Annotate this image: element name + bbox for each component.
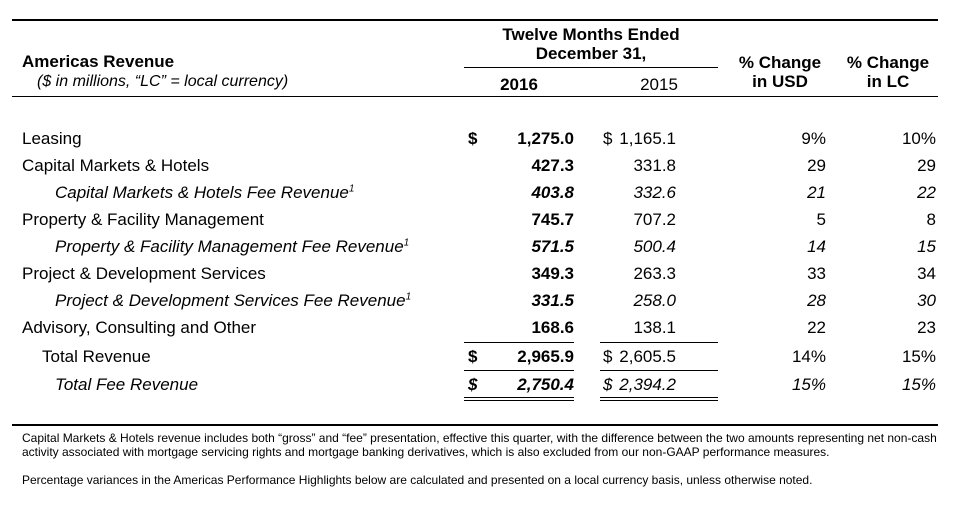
row-label-wrap: Property & Facility Management Fee Reven… xyxy=(55,238,409,255)
fee-total-rule-2015 xyxy=(600,370,718,371)
change-lc: 10% xyxy=(901,129,936,148)
value-2015: 2,394.2 xyxy=(619,375,676,394)
total-rule-2015 xyxy=(600,342,718,343)
change-lc: 23 xyxy=(917,318,936,337)
table-title: Americas Revenue xyxy=(22,52,175,71)
value-2016: 745.7 xyxy=(531,210,574,229)
value-2016: 1,275.0 xyxy=(517,129,574,148)
value-2015: 331.8 xyxy=(633,156,676,175)
value-2015: 1,165.1 xyxy=(619,129,676,148)
value-2016: 427.3 xyxy=(531,156,574,175)
value-2015: 332.6 xyxy=(633,183,676,202)
table-row-property-facility: Property & Facility Management 745.7 707… xyxy=(0,208,956,232)
footnote-marker: 1 xyxy=(403,237,410,249)
change-lc: 15% xyxy=(901,375,936,394)
change-usd: 14% xyxy=(791,347,826,366)
row-label: Property & Facility Management Fee Reven… xyxy=(55,237,404,256)
value-2016: 403.8 xyxy=(531,183,574,202)
top-rule xyxy=(12,19,938,21)
row-label: Capital Markets & Hotels xyxy=(22,156,210,175)
double-rule-2016-a xyxy=(464,397,574,398)
footnote-percentage-variances: Percentage variances in the Americas Per… xyxy=(22,473,813,487)
change-usd: 28 xyxy=(807,291,826,310)
table-subtitle: ($ in millions, “LC” = local currency) xyxy=(37,73,289,90)
row-label: Leasing xyxy=(22,129,82,148)
period-header-line2: December 31, xyxy=(535,44,647,63)
footnote-marker: 1 xyxy=(405,291,412,303)
row-label: Advisory, Consulting and Other xyxy=(22,318,257,337)
dollar-sign-2016: $ xyxy=(468,375,478,394)
col-header-lc-line1: % Change xyxy=(846,53,930,72)
dollar-sign-2015: $ xyxy=(603,375,613,394)
table-row-leasing: Leasing $ 1,275.0 $ 1,165.1 9% 10% xyxy=(0,127,956,151)
double-rule-2015-a xyxy=(600,397,718,398)
change-usd: 21 xyxy=(807,183,826,202)
change-lc: 15% xyxy=(901,347,936,366)
value-2015: 258.0 xyxy=(633,291,676,310)
col-header-usd-line2: in USD xyxy=(752,72,808,91)
value-2016: 331.5 xyxy=(531,291,574,310)
dollar-sign-2015: $ xyxy=(603,129,613,148)
change-lc: 29 xyxy=(917,156,936,175)
dollar-sign-2016: $ xyxy=(468,129,478,148)
value-2016: 571.5 xyxy=(531,237,574,256)
value-2015: 500.4 xyxy=(633,237,676,256)
total-rule-2016 xyxy=(464,342,574,343)
change-usd: 5 xyxy=(816,210,826,229)
row-label: Capital Markets & Hotels Fee Revenue xyxy=(55,183,349,202)
period-underline xyxy=(464,67,718,68)
change-usd: 33 xyxy=(807,264,826,283)
row-label: Project & Development Services Fee Reven… xyxy=(55,291,406,310)
change-usd: 9% xyxy=(801,129,826,148)
footnote-marker: 1 xyxy=(348,183,355,195)
table-row-advisory: Advisory, Consulting and Other 168.6 138… xyxy=(0,316,956,340)
bottom-rule xyxy=(12,424,938,426)
change-usd: 15% xyxy=(791,375,826,394)
footnote-capital-markets: Capital Markets & Hotels revenue include… xyxy=(22,431,937,459)
double-rule-2015-b xyxy=(600,400,718,401)
dollar-sign-2016: $ xyxy=(468,347,478,366)
col-header-2016: 2016 xyxy=(500,75,538,94)
table-row-total-fee-revenue: Total Fee Revenue $ 2,750.4 $ 2,394.2 15… xyxy=(0,373,956,397)
value-2015: 138.1 xyxy=(633,318,676,337)
table-row-total-revenue: Total Revenue $ 2,965.9 $ 2,605.5 14% 15… xyxy=(0,345,956,369)
row-label-wrap: Capital Markets & Hotels Fee Revenue1 xyxy=(55,184,354,201)
header-bottom-rule xyxy=(12,96,938,97)
dollar-sign-2015: $ xyxy=(603,347,613,366)
table-row-property-facility-fee: Property & Facility Management Fee Reven… xyxy=(0,235,956,259)
period-header-line1: Twelve Months Ended xyxy=(502,25,680,44)
value-2015: 263.3 xyxy=(633,264,676,283)
change-lc: 34 xyxy=(917,264,936,283)
table-row-project-development-fee: Project & Development Services Fee Reven… xyxy=(0,289,956,313)
change-usd: 22 xyxy=(807,318,826,337)
fee-total-rule-2016 xyxy=(464,370,574,371)
row-label-wrap: Project & Development Services Fee Reven… xyxy=(55,292,411,309)
row-label: Total Fee Revenue xyxy=(55,375,199,394)
table-row-capital-markets: Capital Markets & Hotels 427.3 331.8 29 … xyxy=(0,154,956,178)
change-lc: 15 xyxy=(917,237,936,256)
col-header-usd-line1: % Change xyxy=(738,53,822,72)
double-rule-2016-b xyxy=(464,400,574,401)
value-2016: 168.6 xyxy=(531,318,574,337)
col-header-lc-line2: in LC xyxy=(866,72,910,91)
row-label: Property & Facility Management xyxy=(22,210,264,229)
row-label: Total Revenue xyxy=(42,347,151,366)
value-2016: 2,750.4 xyxy=(517,375,574,394)
row-label: Project & Development Services xyxy=(22,264,266,283)
change-usd: 29 xyxy=(807,156,826,175)
change-lc: 8 xyxy=(926,210,936,229)
value-2015: 2,605.5 xyxy=(619,347,676,366)
change-lc: 22 xyxy=(917,183,936,202)
change-usd: 14 xyxy=(807,237,826,256)
value-2016: 349.3 xyxy=(531,264,574,283)
table-row-capital-markets-fee: Capital Markets & Hotels Fee Revenue1 40… xyxy=(0,181,956,205)
value-2016: 2,965.9 xyxy=(517,347,574,366)
table-row-project-development: Project & Development Services 349.3 263… xyxy=(0,262,956,286)
value-2015: 707.2 xyxy=(633,210,676,229)
col-header-2015: 2015 xyxy=(640,75,678,94)
change-lc: 30 xyxy=(917,291,936,310)
